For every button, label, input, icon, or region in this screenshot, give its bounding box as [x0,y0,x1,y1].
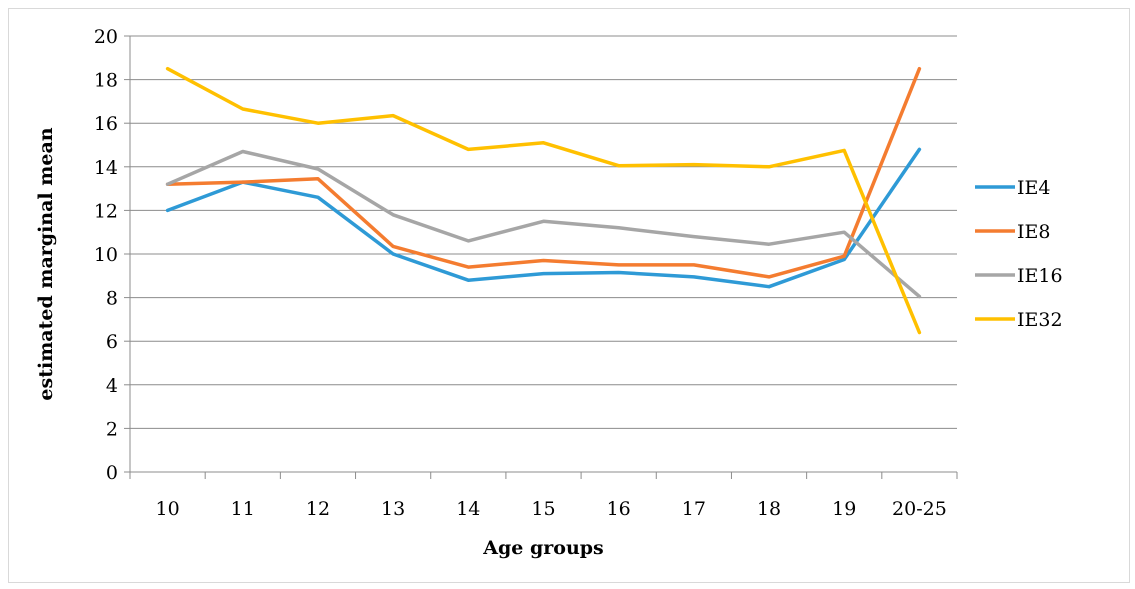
x-tick-label: 19 [832,498,856,520]
axes: 0 2 4 6 8 10 12 14 16 18 20 10 11 12 13 14 15 16 17 18 19 20-… [94,26,958,520]
chart-frame [8,8,1130,583]
x-axis-title: Age groups [482,537,604,559]
legend-label-ie16: IE16 [1017,265,1063,287]
series-line-ie4 [165,147,922,289]
x-tick-label: 13 [381,498,405,520]
x-tick-label: 10 [155,498,179,520]
legend: IE4 IE8 IE16 IE32 [975,177,1063,331]
x-tick-label: 12 [306,498,330,520]
grid-lines [130,35,957,429]
y-tick-label: 10 [94,244,118,266]
series-line-ie16 [165,149,922,299]
legend-label-ie4: IE4 [1017,177,1050,199]
y-tick-label: 4 [106,375,118,397]
x-tick-label: 17 [682,498,706,520]
y-tick-label: 20 [94,26,118,48]
y-tick-label: 14 [94,157,118,179]
series-line-ie32 [165,66,922,335]
y-tick-label: 8 [106,288,118,310]
y-axis-title: estimated marginal mean [35,127,57,400]
legend-label-ie8: IE8 [1017,221,1050,243]
x-tick-label: 11 [231,498,255,520]
y-tick-label: 0 [106,462,118,484]
y-tick-label: 2 [106,418,118,440]
y-tick-label: 6 [106,331,118,353]
x-tick-label: 20-25 [892,498,947,520]
x-tick-label: 18 [757,498,781,520]
series-lines [165,66,922,335]
x-tick-label: 15 [531,498,555,520]
y-tick-label: 18 [94,70,118,92]
x-tick-label: 16 [607,498,631,520]
y-tick-label: 16 [94,113,118,135]
x-tick-label: 14 [456,498,480,520]
legend-label-ie32: IE32 [1017,309,1063,331]
y-tick-label: 12 [94,200,118,222]
series-line-ie8 [165,66,922,279]
